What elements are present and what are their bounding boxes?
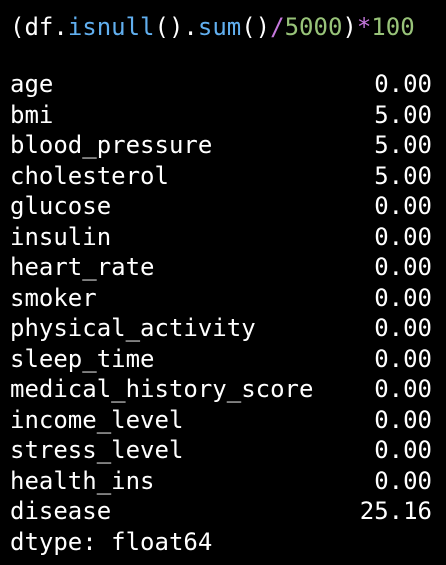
column-name: glucose <box>10 192 112 220</box>
missing-percent-value: 0.00 <box>374 405 432 434</box>
output-row: smoker 0.00 <box>10 283 432 314</box>
output-row: insulin 0.00 <box>10 222 432 253</box>
missing-percent-value: 0.00 <box>374 466 432 495</box>
output-row: physical_activity 0.00 <box>10 313 432 344</box>
missing-percent-value: 25.16 <box>359 497 432 525</box>
missing-percent-value: 0.00 <box>374 283 432 312</box>
column-name: smoker <box>10 283 97 312</box>
code-token-paren-pair: () <box>154 13 184 41</box>
code-token-divide-operator: / <box>270 13 285 41</box>
code-token-number-literal: 100 <box>371 13 415 41</box>
missing-percent-value: 0.00 <box>374 314 432 342</box>
series-output: age 0.00 bmi 5.00 blood_pressure 5.00 choleste… <box>10 69 432 527</box>
column-name: medical_history_score <box>10 375 314 403</box>
code-token-number-literal: 5000 <box>284 13 343 41</box>
code-input[interactable]: (df.isnull().sum()/5000)*100 <box>10 12 432 42</box>
column-name: blood_pressure <box>10 131 213 159</box>
column-name: cholesterol <box>10 161 169 190</box>
output-row: cholesterol 5.00 <box>10 161 432 192</box>
output-row: heart_rate 0.00 <box>10 252 432 283</box>
code-token-sum-call: sum <box>197 13 242 41</box>
output-row: medical_history_score 0.00 <box>10 374 432 405</box>
code-token-paren-open: ( <box>10 13 25 41</box>
missing-percent-value: 0.00 <box>374 192 432 220</box>
output-row: income_level 0.00 <box>10 405 432 436</box>
output-row: glucose 0.00 <box>10 191 432 222</box>
missing-percent-value: 5.00 <box>374 161 432 190</box>
output-row: health_ins 0.00 <box>10 466 432 497</box>
missing-percent-value: 0.00 <box>374 344 432 373</box>
missing-percent-value: 5.00 <box>374 100 432 129</box>
column-name: income_level <box>10 405 184 434</box>
code-token-paren-pair: () <box>241 13 271 41</box>
column-name: sleep_time <box>10 344 155 373</box>
code-token-dot: . <box>53 13 68 41</box>
output-row: disease 25.16 <box>10 496 432 527</box>
column-name: insulin <box>10 222 112 251</box>
column-name: stress_level <box>10 436 184 464</box>
code-token-paren-close: ) <box>342 13 357 41</box>
column-name: heart_rate <box>10 253 155 281</box>
output-row: stress_level 0.00 <box>10 435 432 466</box>
dtype-line: dtype: float64 <box>10 527 213 556</box>
missing-percent-value: 0.00 <box>374 253 432 281</box>
output-row: age 0.00 <box>10 69 432 100</box>
code-token-dot: . <box>183 13 198 41</box>
output-row: sleep_time 0.00 <box>10 344 432 375</box>
column-name: disease <box>10 497 112 525</box>
missing-percent-value: 0.00 <box>374 436 432 464</box>
column-name: physical_activity <box>10 314 256 342</box>
cell-output: age 0.00 bmi 5.00 blood_pressure 5.00 choleste… <box>10 69 432 557</box>
output-row: blood_pressure 5.00 <box>10 130 432 161</box>
missing-percent-value: 0.00 <box>374 70 432 98</box>
code-token-isnull-call: isnull <box>67 13 155 41</box>
output-row: bmi 5.00 <box>10 100 432 131</box>
missing-percent-value: 5.00 <box>374 131 432 159</box>
column-name: health_ins <box>10 466 155 495</box>
code-token-df-identifier: df <box>24 13 54 41</box>
code-token-multiply-operator: * <box>356 13 372 41</box>
missing-percent-value: 0.00 <box>374 375 432 403</box>
column-name: age <box>10 70 54 98</box>
missing-percent-value: 0.00 <box>374 222 432 251</box>
column-name: bmi <box>10 100 54 129</box>
